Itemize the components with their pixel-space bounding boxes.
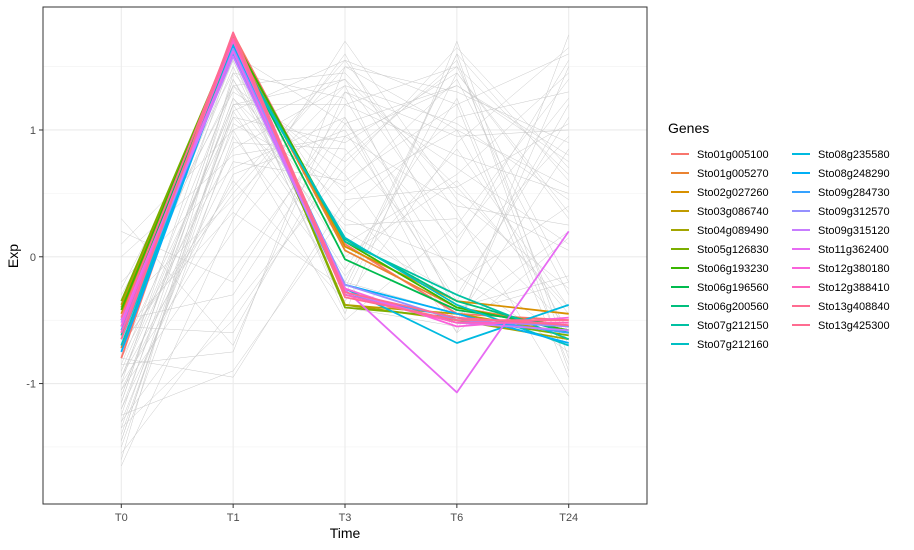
legend-item: Sto06g196560 <box>671 282 769 294</box>
legend-label: Sto04g089490 <box>697 225 769 237</box>
y-tick-label: 0 <box>30 252 36 264</box>
legend: Sto01g005100 Sto01g005270 Sto02g027260 Sto0… <box>671 149 890 351</box>
legend-label: Sto01g005100 <box>697 149 769 161</box>
background-series-line <box>121 40 569 467</box>
background-series-line <box>121 66 569 441</box>
legend-label: Sto05g126830 <box>697 244 769 256</box>
x-tick-label: T0 <box>115 512 128 524</box>
legend-item: Sto12g388410 <box>792 282 890 294</box>
legend-item: Sto01g005100 <box>671 149 769 161</box>
legend-label: Sto13g425300 <box>818 320 890 332</box>
legend-item: Sto01g005270 <box>671 168 769 180</box>
background-series-line <box>121 78 569 435</box>
legend-label: Sto11g362400 <box>818 244 889 256</box>
background-series-line <box>121 91 569 391</box>
legend-label: Sto07g212150 <box>697 320 769 332</box>
legend-label: Sto06g196560 <box>697 282 769 294</box>
background-series-line <box>121 53 569 346</box>
legend-item: Sto02g027260 <box>671 187 769 199</box>
x-axis-title: Time <box>330 525 361 541</box>
x-tick-label: T24 <box>559 512 578 524</box>
legend-label: Sto03g086740 <box>697 206 769 218</box>
background-series-line <box>121 53 569 384</box>
series-line-Sto13g425300 <box>120 31 569 340</box>
x-tick-label: T1 <box>227 512 240 524</box>
legend-item: Sto09g284730 <box>792 187 890 199</box>
background-series-line <box>121 136 569 257</box>
background-series-line <box>121 85 569 308</box>
legend-label: Sto06g193230 <box>697 263 769 275</box>
highlighted-gene-lines <box>120 31 570 394</box>
background-series-line <box>121 97 569 371</box>
legend-item: Sto08g235580 <box>792 149 890 161</box>
legend-item: Sto09g312570 <box>792 206 890 218</box>
background-series-line <box>121 104 569 391</box>
background-series-line <box>121 72 569 409</box>
y-tick-label: -1 <box>26 379 36 391</box>
y-axis: -1 0 1 <box>26 125 43 391</box>
legend-label: Sto01g005270 <box>697 168 769 180</box>
legend-label: Sto09g315120 <box>818 225 890 237</box>
x-tick-label: T6 <box>450 512 463 524</box>
series-line-Sto04g089490 <box>120 42 569 341</box>
legend-item: Sto13g408840 <box>792 301 890 313</box>
legend-item: Sto08g248290 <box>792 168 890 180</box>
background-series-line <box>121 40 569 359</box>
legend-item: Sto13g425300 <box>792 320 890 332</box>
legend-label: Sto09g284730 <box>818 187 890 199</box>
legend-item: Sto09g315120 <box>792 225 890 237</box>
legend-label: Sto06g200560 <box>697 301 769 313</box>
legend-label: Sto09g312570 <box>818 206 890 218</box>
y-axis-title: Exp <box>5 244 21 268</box>
legend-item: Sto11g362400 <box>792 244 889 256</box>
legend-label: Sto12g380180 <box>818 263 890 275</box>
legend-item: Sto07g212160 <box>671 339 769 351</box>
background-series-line <box>121 116 569 308</box>
legend-item: Sto12g380180 <box>792 263 890 275</box>
legend-label: Sto07g212160 <box>697 339 769 351</box>
legend-item: Sto03g086740 <box>671 206 769 218</box>
background-series-line <box>121 85 569 321</box>
legend-item: Sto05g126830 <box>671 244 769 256</box>
y-tick-label: 1 <box>30 125 36 137</box>
background-series-line <box>121 78 569 403</box>
legend-item: Sto04g089490 <box>671 225 769 237</box>
background-series-line <box>121 85 569 416</box>
legend-item: Sto07g212150 <box>671 320 769 332</box>
background-series-line <box>121 78 569 378</box>
legend-label: Sto08g235580 <box>818 149 890 161</box>
background-series-line <box>121 79 569 321</box>
legend-item: Sto06g200560 <box>671 301 769 313</box>
legend-label: Sto08g248290 <box>818 168 890 180</box>
legend-title: Genes <box>668 120 709 136</box>
legend-label: Sto12g388410 <box>818 282 890 294</box>
background-series-line <box>121 59 569 346</box>
legend-label: Sto13g408840 <box>818 301 890 313</box>
legend-item: Sto06g193230 <box>671 263 769 275</box>
legend-label: Sto02g027260 <box>697 187 769 199</box>
x-axis: T0 T1 T3 T6 T24 <box>115 504 578 524</box>
x-tick-label: T3 <box>339 512 352 524</box>
background-series-line <box>121 123 569 378</box>
series-line-Sto11g362400 <box>120 50 570 394</box>
